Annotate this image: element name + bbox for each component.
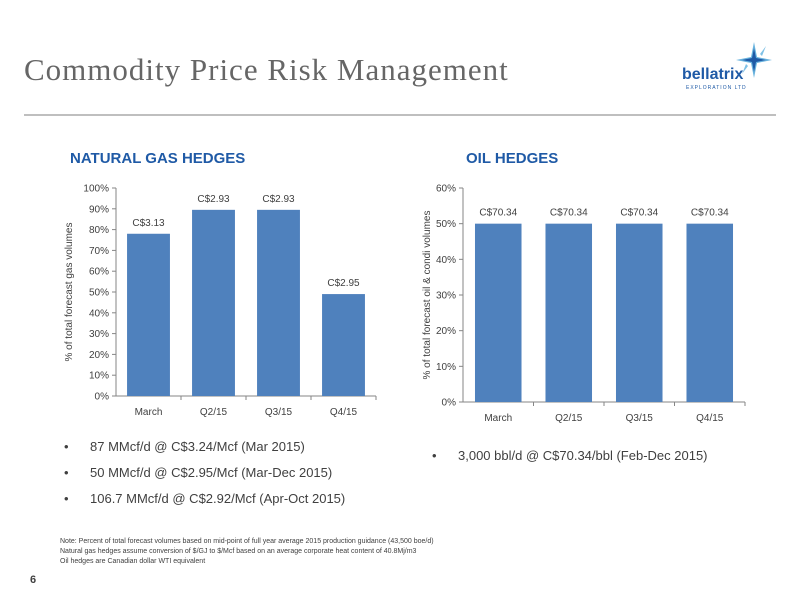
gas-hedges-heading: NATURAL GAS HEDGES: [70, 150, 246, 167]
y-axis-title: % of total forecast oil & condi volumes: [422, 211, 433, 380]
gas-hedges-bullets: 87 MMcf/d @ C$3.24/Mcf (Mar 2015) 50 MMc…: [62, 438, 345, 516]
gas-bullet-item: 50 MMcf/d @ C$2.95/Mcf (Mar-Dec 2015): [62, 464, 345, 490]
bar: [192, 209, 235, 396]
gas-bullet-item: 87 MMcf/d @ C$3.24/Mcf (Mar 2015): [62, 438, 345, 464]
bar: [474, 223, 522, 402]
y-tick-label: 0%: [95, 392, 110, 403]
data-label: C$70.34: [691, 208, 729, 219]
y-tick-label: 30%: [89, 329, 109, 340]
data-label: C$70.34: [620, 208, 658, 219]
y-tick-label: 70%: [89, 246, 109, 257]
y-tick-label: 60%: [89, 267, 109, 278]
data-label: C$2.95: [327, 278, 360, 289]
oil-hedges-bullets: 3,000 bbl/d @ C$70.34/bbl (Feb-Dec 2015): [430, 447, 708, 473]
page-title: Commodity Price Risk Management: [24, 52, 509, 87]
oil-hedges-heading: OIL HEDGES: [466, 150, 559, 167]
y-tick-label: 40%: [436, 255, 456, 266]
data-label: C$2.93: [262, 194, 295, 205]
bar: [127, 233, 170, 396]
gas-bullet-item: 106.7 MMcf/d @ C$2.92/Mcf (Apr-Oct 2015): [62, 490, 345, 516]
y-tick-label: 90%: [89, 204, 109, 215]
data-label: C$70.34: [479, 208, 517, 219]
y-axis-title: % of total forecast gas volumes: [64, 223, 75, 362]
y-tick-label: 40%: [89, 308, 109, 319]
footnote-line: Note: Percent of total forecast volumes …: [60, 538, 434, 545]
company-logo: bellatrix EXPLORATION LTD: [676, 40, 786, 100]
bar: [615, 223, 663, 402]
bar: [257, 209, 300, 396]
y-tick-label: 80%: [89, 225, 109, 236]
y-tick-label: 10%: [436, 362, 456, 373]
logo-tagline: EXPLORATION LTD: [686, 85, 747, 91]
x-tick-label: Q4/15: [696, 413, 724, 424]
y-tick-label: 20%: [436, 326, 456, 337]
page-number: 6: [30, 574, 37, 586]
x-tick-label: Q2/15: [555, 413, 583, 424]
x-tick-label: March: [135, 407, 163, 418]
logo-wordmark: bellatrix: [682, 66, 744, 83]
footnote-line: Oil hedges are Canadian dollar WTI equiv…: [60, 558, 206, 565]
y-tick-label: 60%: [436, 184, 456, 195]
x-tick-label: Q3/15: [265, 407, 293, 418]
x-tick-label: Q4/15: [330, 407, 358, 418]
y-tick-label: 0%: [442, 398, 457, 409]
x-tick-label: Q2/15: [200, 407, 228, 418]
footnote-line: Natural gas hedges assume conversion of …: [60, 548, 417, 555]
y-tick-label: 50%: [89, 288, 109, 299]
footnote: Note: Percent of total forecast volumes …: [60, 537, 434, 567]
x-tick-label: Q3/15: [626, 413, 654, 424]
gas-hedges-chart: 0% 10% 20% 30% 40% 50% 60% 70% 80% 90% 100% C$3.13 M…: [64, 184, 377, 418]
oil-hedges-chart: 0% 10% 20% 30% 40% 50% 60% C$70.34 March C$70.34 Q…: [422, 184, 746, 424]
y-tick-label: 30%: [436, 291, 456, 302]
y-tick-label: 10%: [89, 371, 109, 382]
y-tick-label: 50%: [436, 219, 456, 230]
x-tick-label: March: [484, 413, 512, 424]
data-label: C$2.93: [197, 194, 230, 205]
bar: [686, 223, 734, 402]
bar: [322, 294, 365, 396]
oil-bullet-item: 3,000 bbl/d @ C$70.34/bbl (Feb-Dec 2015): [430, 447, 708, 473]
star-logo-icon: [736, 42, 772, 78]
bar: [545, 223, 593, 402]
y-tick-label: 100%: [83, 184, 109, 195]
data-label: C$3.13: [132, 218, 165, 229]
y-tick-label: 20%: [89, 350, 109, 361]
data-label: C$70.34: [550, 208, 588, 219]
header-divider: [24, 114, 776, 116]
